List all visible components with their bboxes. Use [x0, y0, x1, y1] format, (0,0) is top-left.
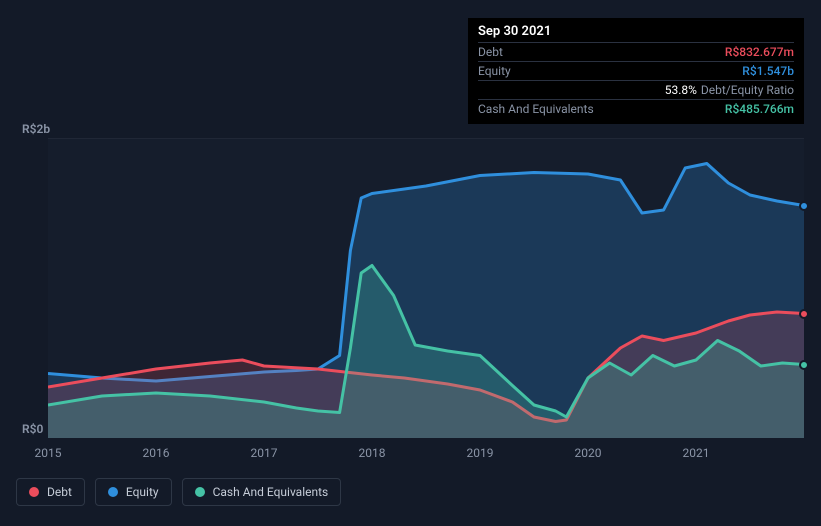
x-axis-tick: 2018 — [359, 446, 386, 460]
x-axis-tick: 2015 — [35, 446, 62, 460]
tooltip-value: R$485.766m — [725, 102, 794, 116]
tooltip-date: Sep 30 2021 — [478, 24, 794, 39]
y-axis-tick-bottom: R$0 — [22, 422, 43, 436]
x-axis-tick: 2021 — [683, 446, 710, 460]
legend-label: Cash And Equivalents — [213, 485, 329, 499]
x-axis-tick: 2019 — [467, 446, 494, 460]
tooltip-label: Debt — [478, 45, 503, 59]
tooltip-label: Cash And Equivalents — [478, 102, 594, 116]
tooltip-row-ratio: 53.8%Debt/Equity Ratio — [478, 80, 794, 99]
chart-svg — [48, 138, 804, 438]
series-end-dot — [799, 309, 809, 319]
chart-legend: Debt Equity Cash And Equivalents — [16, 478, 341, 506]
legend-dot-icon — [29, 487, 39, 497]
x-axis-tick: 2020 — [575, 446, 602, 460]
legend-item-debt[interactable]: Debt — [16, 478, 85, 506]
chart-tooltip: Sep 30 2021 Debt R$832.677m Equity R$1.5… — [468, 18, 804, 124]
series-end-dot — [799, 360, 809, 370]
tooltip-row-debt: Debt R$832.677m — [478, 42, 794, 61]
chart-plot-area — [48, 138, 804, 438]
legend-dot-icon — [195, 487, 205, 497]
tooltip-value: 53.8%Debt/Equity Ratio — [665, 83, 794, 97]
tooltip-label: Equity — [478, 64, 511, 78]
x-axis-tick: 2016 — [143, 446, 170, 460]
legend-label: Equity — [126, 485, 159, 499]
tooltip-value: R$1.547b — [742, 64, 794, 78]
tooltip-row-cash: Cash And Equivalents R$485.766m — [478, 99, 794, 118]
tooltip-value: R$832.677m — [725, 45, 794, 59]
x-axis-tick: 2017 — [251, 446, 278, 460]
legend-label: Debt — [47, 485, 72, 499]
series-end-dot — [799, 201, 809, 211]
y-axis-tick-top: R$2b — [22, 122, 50, 136]
legend-item-equity[interactable]: Equity — [95, 478, 172, 506]
legend-dot-icon — [108, 487, 118, 497]
legend-item-cash[interactable]: Cash And Equivalents — [182, 478, 342, 506]
tooltip-row-equity: Equity R$1.547b — [478, 61, 794, 80]
